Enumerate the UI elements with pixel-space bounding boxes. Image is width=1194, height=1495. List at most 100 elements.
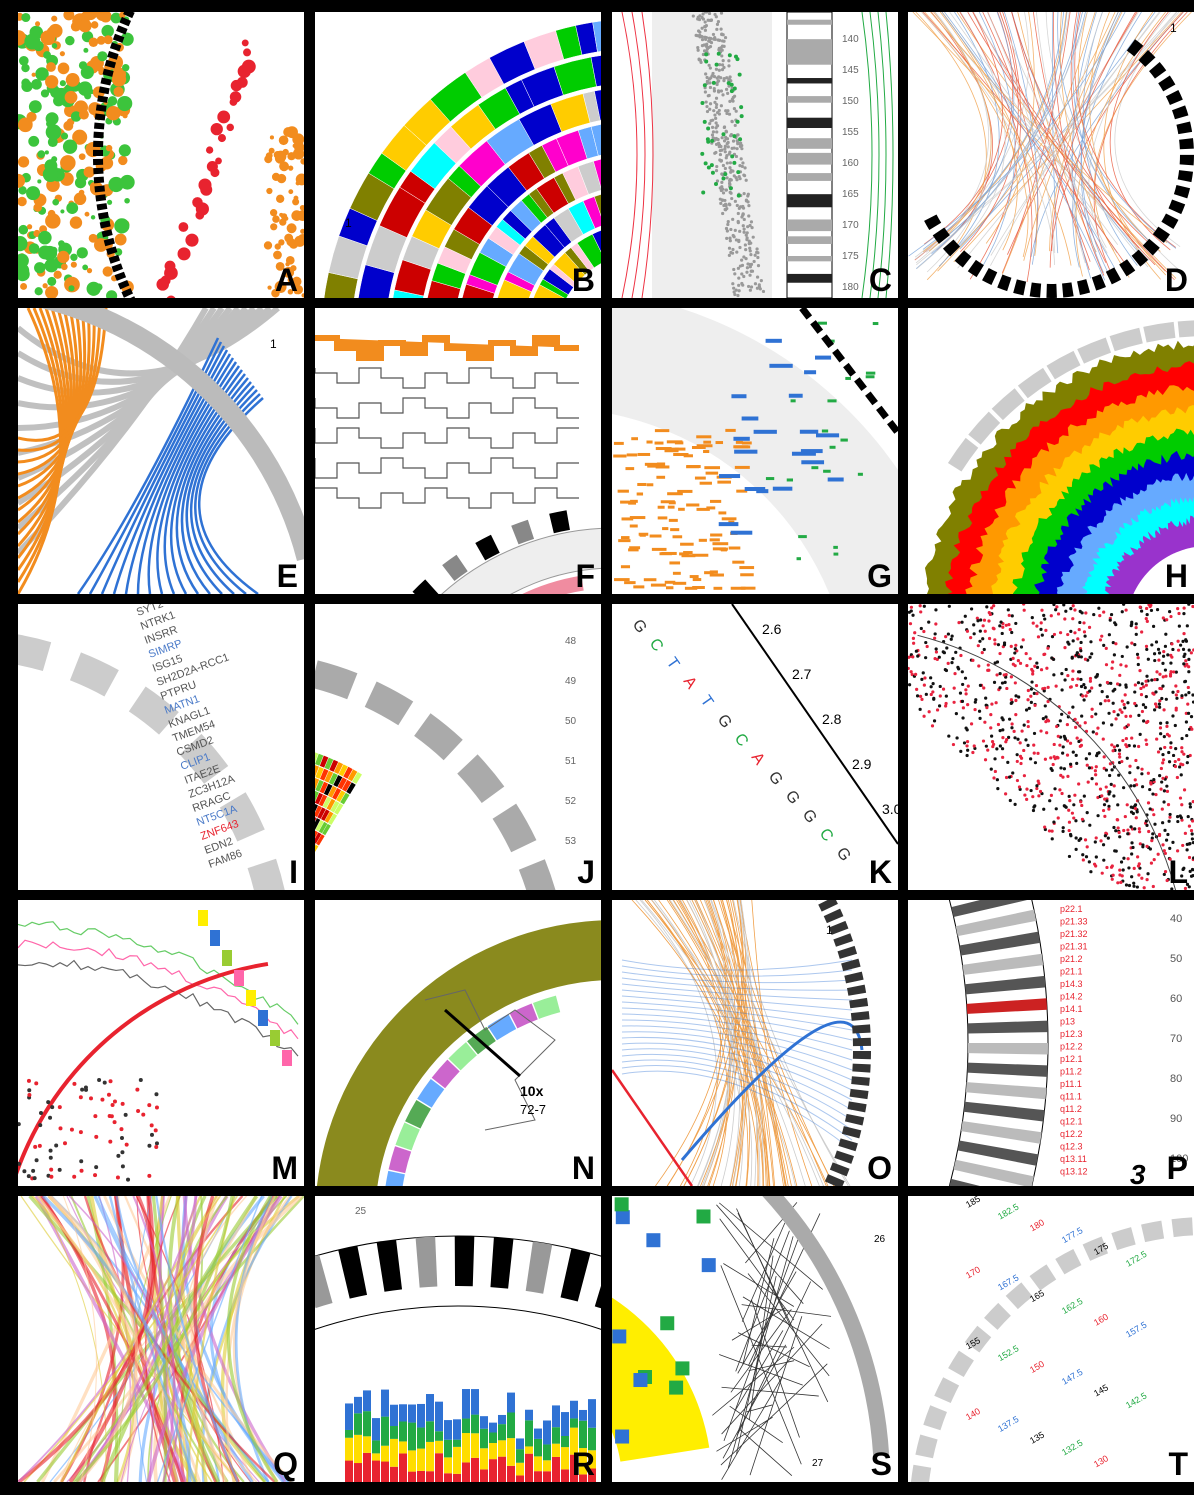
scatter-point xyxy=(748,246,752,250)
scatter-point xyxy=(971,750,975,755)
scatter-point xyxy=(715,164,719,169)
scatter-point xyxy=(723,172,728,177)
scatter-point xyxy=(703,161,708,166)
scatter-point xyxy=(734,288,738,292)
base-letter: A xyxy=(748,750,768,769)
scatter-point xyxy=(1126,828,1130,832)
tile xyxy=(798,535,807,539)
link-chord xyxy=(921,12,1055,266)
tick-label: 152.5 xyxy=(996,1343,1021,1363)
tick-label: 160 xyxy=(842,158,859,169)
panel-l-label: L xyxy=(1168,854,1188,890)
stack-bar xyxy=(426,1471,434,1482)
tile xyxy=(625,467,635,471)
scatter-point xyxy=(1150,839,1154,843)
scatter-point xyxy=(1148,847,1152,851)
scatter-point xyxy=(1055,605,1059,609)
dot xyxy=(275,194,285,203)
scatter-point xyxy=(1157,651,1162,655)
dot xyxy=(28,100,42,114)
dot xyxy=(267,285,272,290)
tick-label: 2.6 xyxy=(762,621,782,637)
tile xyxy=(694,476,706,480)
panel-b-label: B xyxy=(571,262,595,298)
scatter-point xyxy=(1036,635,1041,639)
scatter-point xyxy=(697,17,702,22)
scatter-point xyxy=(748,273,752,277)
scatter-point xyxy=(1075,683,1079,688)
ideogram-band xyxy=(961,1121,1042,1144)
ideogram-band xyxy=(967,1020,1048,1034)
scatter-point xyxy=(960,670,964,674)
scatter-point xyxy=(1036,779,1040,783)
scatter-point xyxy=(147,1143,152,1148)
link-chord xyxy=(1071,12,1097,279)
scatter-point xyxy=(959,653,963,658)
stack-bar xyxy=(570,1400,578,1419)
scatter-point xyxy=(1114,717,1118,721)
scatter-point xyxy=(1133,642,1137,647)
scatter-point xyxy=(729,250,733,255)
scatter-point xyxy=(1137,827,1141,831)
scatter-point xyxy=(1182,612,1186,616)
stack-bar xyxy=(570,1418,578,1428)
scatter-point xyxy=(734,109,738,113)
scatter-point xyxy=(89,1096,94,1101)
scatter-point xyxy=(1038,789,1043,794)
scatter-point xyxy=(742,230,746,234)
stack-bar xyxy=(435,1431,443,1441)
scatter-point xyxy=(1142,886,1146,890)
ideogram-band xyxy=(967,1062,1048,1077)
dot xyxy=(276,173,287,184)
scatter-point xyxy=(1077,627,1081,632)
tile xyxy=(734,449,758,454)
scatter-point xyxy=(978,716,982,720)
scatter-point xyxy=(1134,622,1138,626)
scatter-point xyxy=(1059,773,1063,777)
dot xyxy=(300,228,304,234)
link-line xyxy=(737,1332,810,1368)
scatter-point xyxy=(741,213,745,217)
scatter-point xyxy=(701,190,706,195)
tile xyxy=(660,500,675,504)
stack-bar xyxy=(516,1475,524,1482)
dot xyxy=(287,277,294,283)
scatter-point xyxy=(700,26,704,30)
dot xyxy=(101,24,114,38)
link-line xyxy=(736,1276,777,1454)
scatter-point xyxy=(1083,838,1088,842)
heat-cell xyxy=(669,1380,684,1395)
scatter-point xyxy=(726,222,730,227)
scatter-point xyxy=(969,607,974,611)
scatter-point xyxy=(1035,691,1039,696)
tile xyxy=(628,501,637,505)
scatter-point xyxy=(703,24,707,29)
scatter-point xyxy=(1018,661,1023,665)
scatter-point xyxy=(1066,640,1070,644)
tile xyxy=(703,440,712,444)
scatter-point xyxy=(1089,870,1093,874)
ideogram-band xyxy=(787,256,832,262)
scatter-point xyxy=(984,744,988,748)
link-line xyxy=(747,1273,830,1377)
tile xyxy=(734,465,750,469)
scatter-point xyxy=(1189,829,1194,833)
scatter-point xyxy=(713,35,717,40)
scatter-point xyxy=(1098,683,1102,687)
scatter-point xyxy=(1029,757,1033,761)
color-block xyxy=(431,1059,460,1089)
scatter-point xyxy=(1022,723,1026,727)
scatter-point xyxy=(1071,604,1075,608)
tick-label: 150 xyxy=(842,96,859,107)
histogram-ring xyxy=(965,385,1194,594)
scatter-point xyxy=(1007,735,1011,739)
tile xyxy=(656,475,666,479)
scatter-point xyxy=(973,707,977,712)
dot xyxy=(264,155,273,164)
scatter-point xyxy=(1191,819,1194,823)
tile xyxy=(680,542,694,546)
scatter-point xyxy=(1145,647,1149,652)
dot xyxy=(46,125,58,137)
scatter-point xyxy=(1024,651,1028,656)
scatter-point xyxy=(1128,764,1132,768)
